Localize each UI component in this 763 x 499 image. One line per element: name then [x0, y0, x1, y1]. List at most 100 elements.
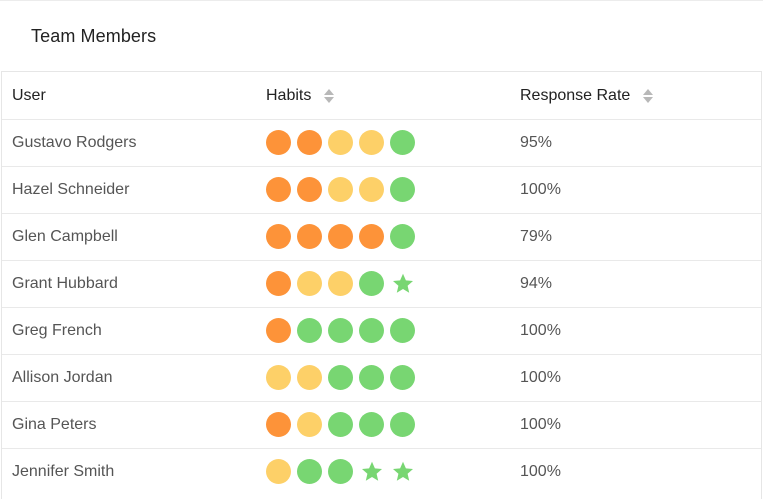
- table-header-row: User Habits Response Rate: [2, 72, 761, 119]
- habit-dot-green: [390, 130, 415, 155]
- user-cell: Gina Peters: [12, 401, 252, 448]
- habit-dot-orange: [297, 130, 322, 155]
- habits-cell: [266, 119, 506, 166]
- user-name: Hazel Schneider: [12, 180, 130, 198]
- user-cell: Gustavo Rodgers: [12, 119, 252, 166]
- habit-dot-orange: [328, 224, 353, 249]
- habit-dot-green: [390, 224, 415, 249]
- response-rate-cell: 94%: [520, 260, 750, 307]
- habits-cell: [266, 307, 506, 354]
- habit-dot-green: [390, 318, 415, 343]
- habit-dot-orange: [266, 177, 291, 202]
- user-cell: Glen Campbell: [12, 213, 252, 260]
- user-name: Grant Hubbard: [12, 274, 118, 292]
- user-cell: Grant Hubbard: [12, 260, 252, 307]
- table-row[interactable]: Glen Campbell 79%: [2, 213, 761, 260]
- card-title: Team Members: [31, 26, 157, 46]
- table-row[interactable]: Hazel Schneider 100%: [2, 166, 761, 213]
- habit-dot-orange: [266, 412, 291, 437]
- user-cell: Greg French: [12, 307, 252, 354]
- team-members-table: User Habits Response Rate Gustavo Rodger…: [1, 71, 762, 499]
- habit-dot-green: [359, 271, 384, 296]
- star-icon: [390, 459, 415, 484]
- habit-dot-green: [297, 459, 322, 484]
- habit-dot-orange: [266, 271, 291, 296]
- habits-cell: [266, 401, 506, 448]
- response-rate-cell: 100%: [520, 448, 750, 495]
- habit-dot-green: [390, 412, 415, 437]
- user-name: Gina Peters: [12, 415, 97, 433]
- response-rate-value: 100%: [520, 415, 561, 433]
- habits-cell: [266, 166, 506, 213]
- habits-cell: [266, 260, 506, 307]
- habit-dot-green: [328, 365, 353, 390]
- habit-dot-yellow: [359, 130, 384, 155]
- response-rate-cell: 100%: [520, 354, 750, 401]
- habit-dot-green: [390, 177, 415, 202]
- habit-indicators: [266, 224, 421, 249]
- table-row[interactable]: Gina Peters 100%: [2, 401, 761, 448]
- habit-dot-orange: [297, 177, 322, 202]
- user-cell: Hazel Schneider: [12, 166, 252, 213]
- habit-indicators: [266, 318, 421, 343]
- habit-dot-green: [328, 459, 353, 484]
- response-rate-value: 100%: [520, 368, 561, 386]
- card-header: Team Members: [0, 0, 763, 72]
- response-rate-cell: 95%: [520, 119, 750, 166]
- response-rate-value: 100%: [520, 321, 561, 339]
- table-row[interactable]: Allison Jordan 100%: [2, 354, 761, 401]
- habit-dot-orange: [297, 224, 322, 249]
- response-rate-value: 100%: [520, 462, 561, 480]
- column-header-habits[interactable]: Habits: [266, 72, 506, 119]
- response-rate-cell: 79%: [520, 213, 750, 260]
- column-header-label: Habits: [266, 86, 312, 104]
- table-row[interactable]: Gustavo Rodgers 95%: [2, 119, 761, 166]
- sort-icon[interactable]: [324, 88, 335, 104]
- user-cell: Allison Jordan: [12, 354, 252, 401]
- habit-dot-green: [328, 318, 353, 343]
- habits-cell: [266, 448, 506, 495]
- habit-indicators: [266, 271, 421, 296]
- column-header-label: Response Rate: [520, 86, 631, 104]
- habit-dot-yellow: [328, 130, 353, 155]
- habit-dot-orange: [359, 224, 384, 249]
- habit-dot-yellow: [328, 177, 353, 202]
- column-header-label: User: [12, 86, 46, 104]
- habit-dot-yellow: [328, 271, 353, 296]
- habit-dot-green: [359, 412, 384, 437]
- star-icon: [390, 271, 415, 296]
- response-rate-value: 79%: [520, 227, 553, 245]
- habit-indicators: [266, 130, 421, 155]
- habit-dot-green: [359, 365, 384, 390]
- response-rate-cell: 100%: [520, 166, 750, 213]
- habit-dot-orange: [266, 130, 291, 155]
- column-header-response-rate[interactable]: Response Rate: [520, 72, 750, 119]
- response-rate-cell: 100%: [520, 307, 750, 354]
- user-cell: Jennifer Smith: [12, 448, 252, 495]
- response-rate-cell: 100%: [520, 401, 750, 448]
- table-row[interactable]: Greg French 100%: [2, 307, 761, 354]
- user-name: Greg French: [12, 321, 102, 339]
- habit-indicators: [266, 177, 421, 202]
- habits-cell: [266, 354, 506, 401]
- habit-indicators: [266, 459, 421, 484]
- habit-dot-green: [328, 412, 353, 437]
- table-row[interactable]: Jennifer Smith 100%: [2, 448, 761, 495]
- habit-dot-green: [297, 318, 322, 343]
- habit-dot-yellow: [297, 365, 322, 390]
- user-name: Jennifer Smith: [12, 462, 115, 480]
- column-header-user: User: [12, 72, 252, 119]
- user-name: Gustavo Rodgers: [12, 133, 137, 151]
- habit-dot-yellow: [297, 412, 322, 437]
- habit-dot-yellow: [297, 271, 322, 296]
- habits-cell: [266, 213, 506, 260]
- habit-indicators: [266, 365, 421, 390]
- habit-dot-yellow: [266, 365, 291, 390]
- table-row[interactable]: Grant Hubbard 94%: [2, 260, 761, 307]
- habit-dot-orange: [266, 318, 291, 343]
- response-rate-value: 94%: [520, 274, 553, 292]
- habit-dot-green: [359, 318, 384, 343]
- sort-icon[interactable]: [643, 88, 654, 104]
- habit-dot-orange: [266, 224, 291, 249]
